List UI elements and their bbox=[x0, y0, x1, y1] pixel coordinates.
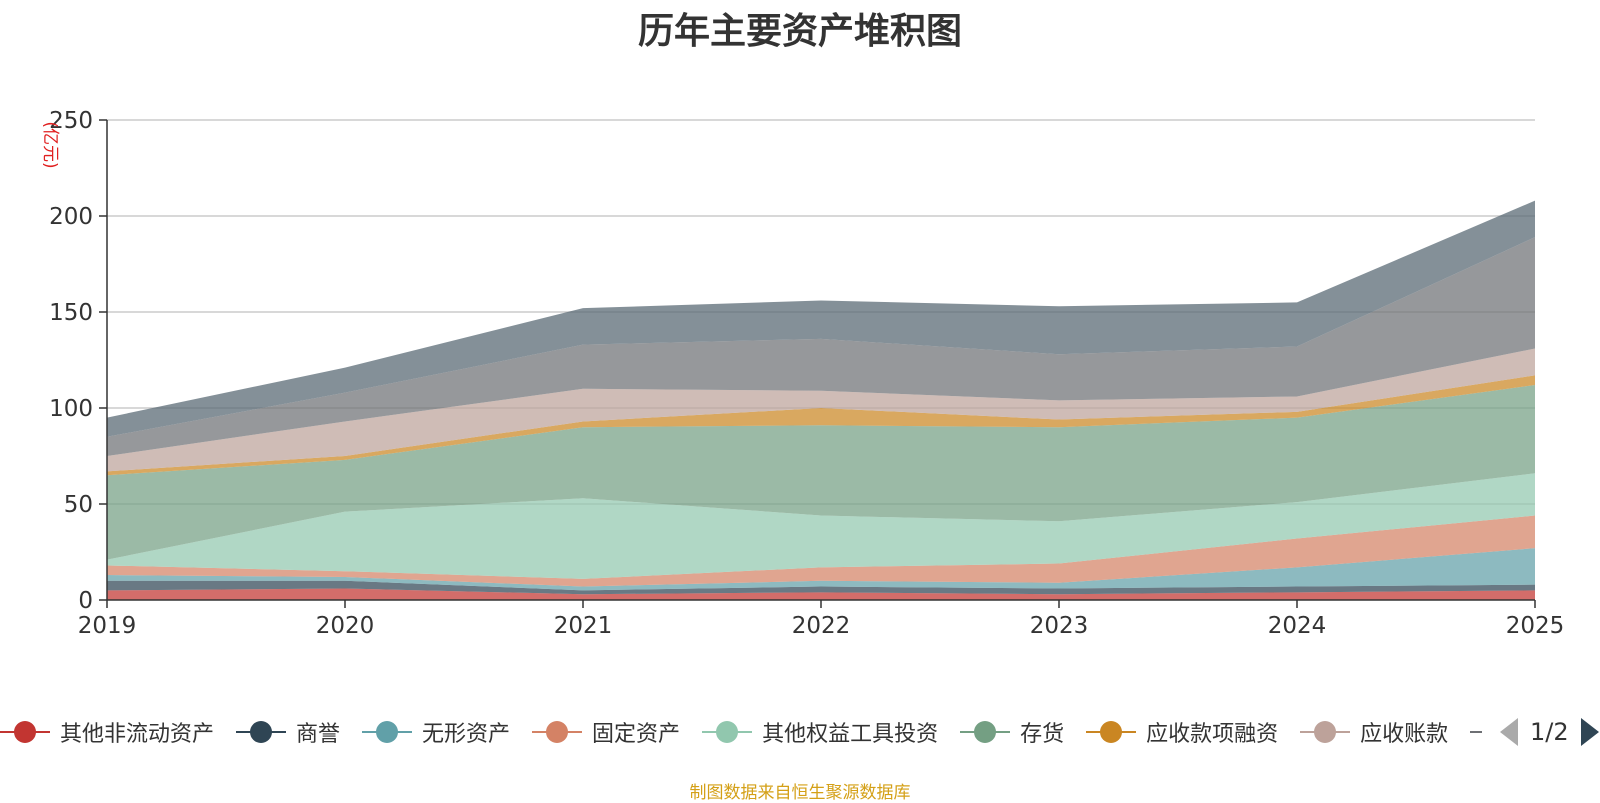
legend-label: 其他权益工具投资 bbox=[762, 722, 939, 747]
chart-area: 0 50 100 150 200 250 2019 2020 2021 2022 2023 2024 2… bbox=[40, 108, 1564, 639]
legend-item[interactable]: 应收账款 bbox=[1300, 712, 1448, 752]
x-tick-label: 2021 bbox=[554, 613, 613, 639]
area-series-3[interactable] bbox=[107, 515, 1535, 587]
legend-label: 其他非流动资产 bbox=[60, 722, 215, 747]
legend-label: 无形资产 bbox=[422, 722, 511, 747]
area-series-9[interactable] bbox=[107, 200, 1535, 437]
area-series-8[interactable] bbox=[107, 237, 1535, 456]
legend-marker-icon bbox=[1470, 720, 1482, 744]
legend-item[interactable]: 其他非流动资产 bbox=[0, 712, 214, 752]
legend-item[interactable]: 应收款项融资 bbox=[1086, 712, 1278, 752]
next-page-icon[interactable] bbox=[1580, 718, 1599, 746]
x-tick-label: 2020 bbox=[316, 613, 375, 639]
legend-item[interactable]: 其他权益工具投资 bbox=[702, 712, 938, 752]
legend-marker-icon bbox=[236, 720, 287, 744]
legend-marker-icon bbox=[960, 720, 1011, 744]
area-series-6[interactable] bbox=[107, 375, 1535, 476]
legend-marker-icon bbox=[1300, 720, 1351, 744]
area-series-7[interactable] bbox=[107, 348, 1535, 472]
x-tick-label: 2022 bbox=[792, 613, 851, 639]
legend-label: 固定资产 bbox=[592, 722, 681, 747]
legend-label: 商誉 bbox=[296, 722, 341, 747]
legend-marker-icon bbox=[362, 720, 413, 744]
y-tick-label: 150 bbox=[49, 300, 93, 326]
legend-item[interactable]: 存货 bbox=[960, 712, 1064, 752]
legend-item[interactable]: 无形资产 bbox=[362, 712, 510, 752]
x-tick-label: 2025 bbox=[1506, 613, 1565, 639]
y-tick-label: 200 bbox=[49, 204, 93, 230]
area-series-5[interactable] bbox=[107, 384, 1535, 560]
y-tick-label: 250 bbox=[49, 108, 93, 134]
legend-pager: 1/2 bbox=[1500, 712, 1599, 752]
legend-items: 其他非流动资产 商誉 无形资产 固定资产 其他权益工具投资 存货 应收款项融资 应收账款 货币资… bbox=[0, 712, 1482, 752]
axis-layer: 0 50 100 150 200 250 2019 2020 2021 2022 2023 2024 2… bbox=[49, 108, 1564, 639]
legend-label: 存货 bbox=[1020, 722, 1065, 747]
area-series-2[interactable] bbox=[107, 548, 1535, 591]
chart-title: 历年主要资产堆积图 bbox=[637, 11, 962, 52]
legend-label: 应收款项融资 bbox=[1146, 722, 1279, 747]
pager-text: 1/2 bbox=[1530, 718, 1569, 746]
legend-marker-icon bbox=[0, 720, 50, 744]
legend: 其他非流动资产 商誉 无形资产 固定资产 其他权益工具投资 存货 应收款项融资 应收账款 货币资… bbox=[0, 712, 1600, 752]
y-axis-label: (亿元) bbox=[40, 121, 60, 168]
prev-page-icon[interactable] bbox=[1500, 718, 1518, 746]
area-series-1[interactable] bbox=[107, 580, 1535, 595]
legend-marker-icon bbox=[532, 720, 583, 744]
legend-item[interactable]: 固定资产 bbox=[532, 712, 680, 752]
legend-item[interactable]: 货币资金 bbox=[1470, 712, 1482, 752]
legend-marker-icon bbox=[702, 720, 753, 744]
series-layer bbox=[107, 200, 1535, 600]
source-footer: 制图数据来自恒生聚源数据库 bbox=[689, 783, 911, 803]
legend-item[interactable]: 商誉 bbox=[236, 712, 340, 752]
y-tick-label: 100 bbox=[49, 396, 93, 422]
x-tick-label: 2019 bbox=[78, 613, 137, 639]
legend-marker-icon bbox=[1086, 720, 1137, 744]
legend-label: 应收账款 bbox=[1360, 722, 1449, 747]
y-tick-label: 0 bbox=[78, 588, 93, 614]
x-tick-label: 2023 bbox=[1030, 613, 1089, 639]
x-tick-label: 2024 bbox=[1268, 613, 1327, 639]
y-tick-label: 50 bbox=[64, 492, 93, 518]
area-series-4[interactable] bbox=[107, 473, 1535, 579]
